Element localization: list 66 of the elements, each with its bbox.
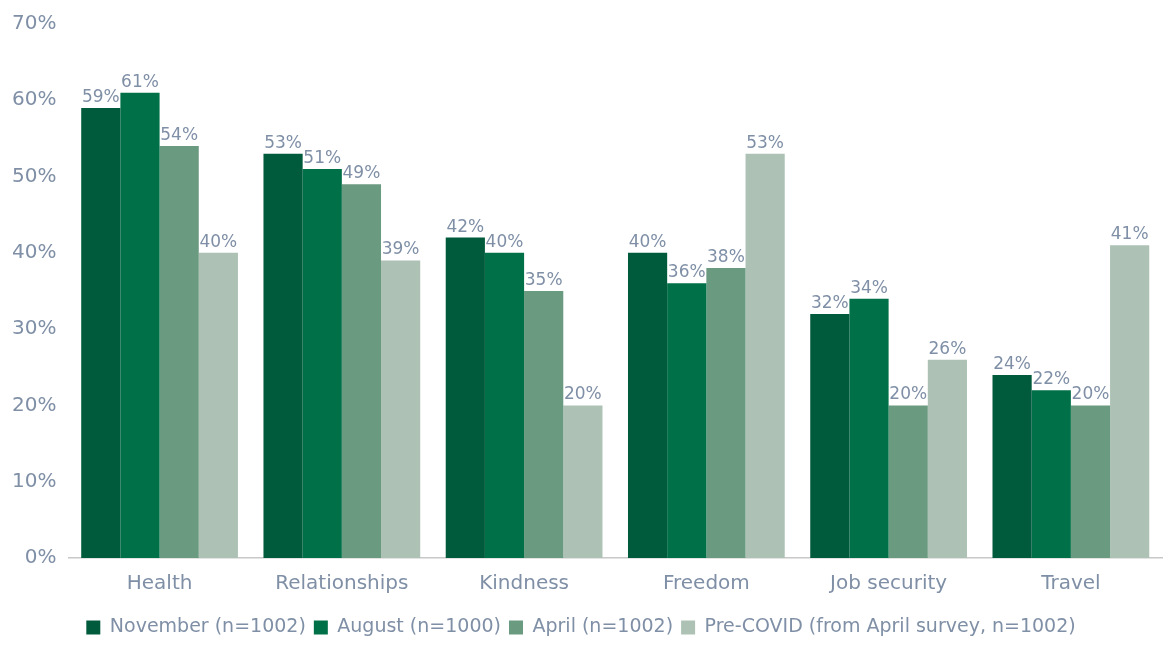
data-label: 59%	[81, 85, 120, 106]
bar	[81, 107, 121, 558]
data-label: 22%	[1032, 368, 1071, 389]
legend-label: Pre-COVID (from April survey, n=1002)	[704, 614, 1076, 637]
data-label: 20%	[889, 383, 928, 404]
data-label: 20%	[1071, 383, 1110, 404]
bar	[341, 184, 382, 558]
y-tick-label: 10%	[12, 467, 57, 492]
y-tick-label: 0%	[24, 544, 57, 569]
legend-label: November (n=1002)	[109, 614, 306, 637]
x-tick-label: Health	[126, 570, 193, 595]
data-label: 26%	[928, 337, 967, 358]
data-label: 49%	[342, 162, 381, 183]
y-tick-label: 50%	[12, 162, 57, 187]
bar	[302, 168, 342, 558]
data-label: 20%	[563, 383, 602, 404]
data-label: 53%	[264, 131, 302, 152]
x-tick-label: Job security	[828, 570, 948, 595]
bar	[563, 405, 603, 558]
bar	[849, 298, 889, 558]
y-tick-label: 20%	[12, 391, 57, 416]
bar	[1031, 390, 1071, 558]
legend-label: April (n=1002)	[532, 614, 674, 637]
x-tick-label: Relationships	[275, 570, 409, 595]
data-label: 36%	[667, 261, 706, 282]
bar	[524, 291, 564, 558]
data-label: 54%	[160, 123, 199, 144]
bar	[120, 92, 160, 558]
bar	[381, 260, 421, 558]
bar	[198, 252, 238, 558]
bar	[927, 359, 967, 558]
data-label: 61%	[121, 70, 159, 91]
data-label: 35%	[524, 268, 563, 289]
x-tick-label: Kindness	[479, 570, 570, 595]
data-label: 24%	[993, 352, 1031, 373]
bar	[706, 268, 746, 558]
data-label: 32%	[810, 291, 849, 312]
data-label: 42%	[446, 215, 485, 236]
data-label: 39%	[381, 238, 420, 259]
legend-label: August (n=1000)	[337, 614, 501, 637]
bar	[810, 313, 850, 558]
bar	[627, 252, 668, 558]
bar	[1110, 245, 1150, 558]
y-tick-label: 60%	[12, 86, 57, 111]
data-label: 40%	[485, 230, 524, 251]
data-label: 41%	[1110, 223, 1149, 244]
x-tick-label: Travel	[1040, 570, 1101, 595]
bar	[667, 283, 707, 558]
bar	[159, 146, 199, 558]
y-tick-label: 70%	[12, 10, 57, 35]
y-tick-label: 30%	[12, 315, 57, 340]
bar	[445, 237, 485, 558]
bar	[992, 374, 1032, 558]
data-label: 34%	[850, 276, 888, 297]
bar	[888, 405, 928, 558]
data-label: 38%	[707, 246, 745, 267]
data-label: 40%	[199, 230, 238, 251]
bar	[484, 252, 525, 558]
bar	[745, 153, 785, 558]
bar	[1070, 405, 1111, 558]
data-label: 53%	[746, 131, 785, 152]
bar	[263, 153, 303, 558]
y-tick-label: 40%	[12, 239, 57, 264]
data-label: 51%	[303, 146, 342, 167]
x-tick-label: Freedom	[662, 570, 750, 595]
data-label: 40%	[628, 230, 667, 251]
